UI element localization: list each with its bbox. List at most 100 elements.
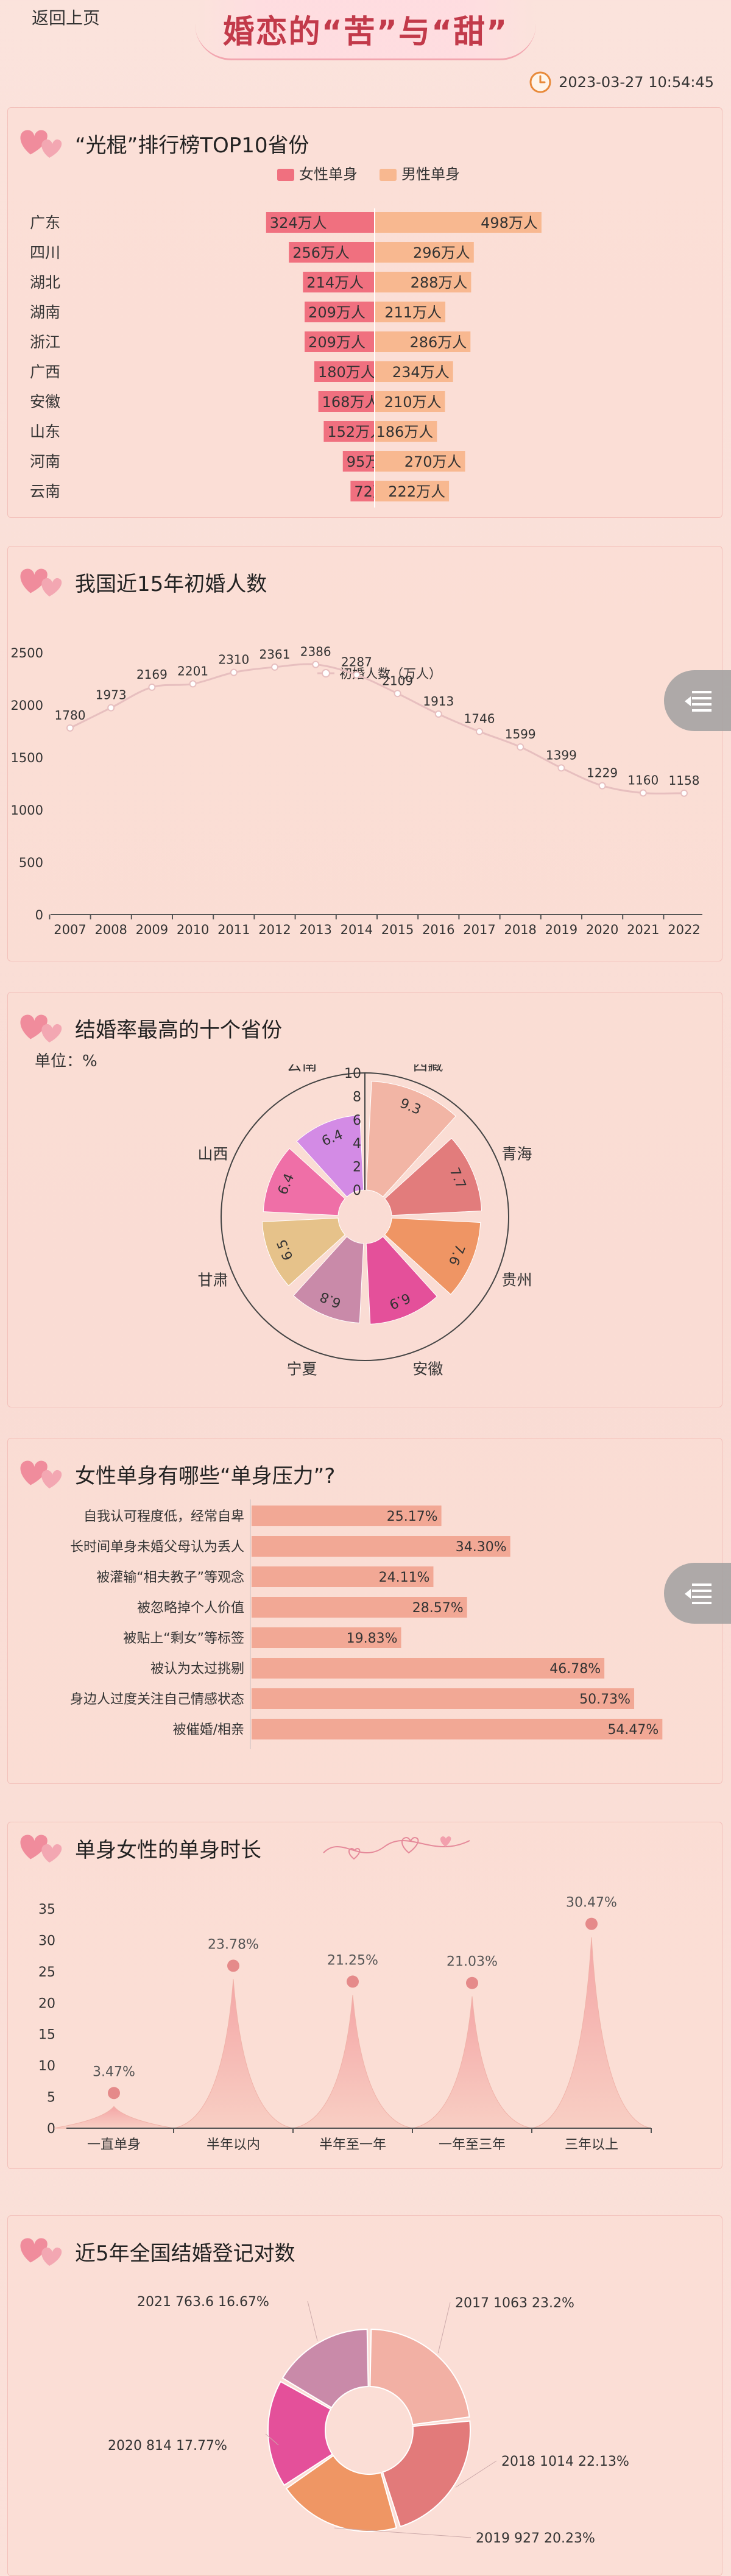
category-label: 湖南	[30, 303, 60, 321]
data-label: 1913	[423, 694, 454, 709]
category-label: 安徽	[412, 1360, 443, 1378]
y-tick-label: 500	[19, 855, 43, 870]
category-label: 甘肃	[198, 1271, 228, 1289]
duration-peak	[292, 1995, 413, 2129]
category-label: 被催婚/相亲	[173, 1722, 244, 1738]
panel-title-row: 女性单身有哪些“单身压力”?	[19, 1456, 335, 1492]
donut-slice	[285, 2455, 398, 2532]
pressure-bar	[252, 1597, 467, 1618]
data-label: 1158	[669, 773, 700, 788]
data-point	[598, 782, 606, 790]
legend-marker	[322, 669, 330, 678]
data-label: 1780	[55, 708, 86, 723]
data-label: 2287	[341, 655, 372, 670]
duration-peak	[531, 1937, 652, 2129]
bar-label: 25.17%	[387, 1509, 438, 1524]
category-label: 云南	[287, 1064, 317, 1074]
category-label: 云南	[30, 483, 60, 500]
bar-female	[342, 451, 375, 472]
bar-male	[375, 212, 542, 233]
y-tick-label: 30	[38, 1933, 55, 1948]
y-tick-label: 2500	[11, 646, 43, 660]
bar-label: 50.73%	[579, 1692, 630, 1707]
bar-female	[350, 481, 375, 501]
data-point	[353, 671, 361, 679]
pressure-bar	[252, 1688, 635, 1709]
category-label: 湖北	[30, 274, 60, 291]
y-tick-label: 5	[47, 2090, 55, 2106]
panel-title-row: 近5年全国结婚登记对数	[19, 2233, 295, 2270]
bar-label-male: 498万人	[481, 214, 538, 232]
data-label: 1973	[96, 688, 127, 702]
y-tick-label: 35	[38, 1902, 55, 1917]
bar-label-male: 234万人	[392, 364, 450, 381]
bar-label: 24.11%	[379, 1570, 430, 1585]
bar-male	[375, 331, 471, 352]
category-label: 河南	[30, 453, 60, 470]
hearts-icon	[20, 1460, 62, 1488]
x-tick-label: 2017	[463, 922, 495, 937]
back-button[interactable]: 返回上页	[32, 8, 101, 28]
slice-label: 2020 814 17.77%	[108, 2438, 227, 2454]
duration-peak	[173, 1979, 294, 2129]
panel-single-pressure: 女性单身有哪些“单身压力”? 自我认可程度低，经常自卑 25.17% 长时间单身未婚…	[7, 1438, 722, 1784]
category-label: 山东	[30, 423, 60, 441]
donut-slice	[369, 2329, 470, 2426]
y-tick-label: 10	[38, 2059, 55, 2074]
bar-label-male: 186万人	[376, 423, 433, 441]
category-label: 被灌输“相夫教子”等观念	[96, 1570, 244, 1585]
bar-female	[305, 331, 375, 352]
x-tick-label: 半年至一年	[319, 2137, 386, 2153]
x-tick-label: 一年至三年	[439, 2137, 506, 2153]
category-label: 自我认可程度低，经常自卑	[83, 1509, 244, 1524]
category-label: 身边人过度关注自己情感状态	[70, 1692, 244, 1707]
list-collapse-icon	[685, 1583, 712, 1604]
peak-marker	[585, 1917, 598, 1930]
data-point	[107, 704, 115, 712]
data-point	[271, 663, 278, 671]
hearts-icon	[20, 130, 62, 158]
bar-male	[375, 272, 471, 292]
data-point	[394, 690, 401, 698]
category-label: 贵州	[501, 1271, 532, 1289]
donut-slice	[281, 2329, 369, 2409]
peak-marker	[108, 2087, 120, 2100]
category-label: 长时间单身未婚父母认为丢人	[70, 1540, 244, 1555]
bar-label: 54.47%	[607, 1722, 659, 1738]
radial-tick-label: 0	[353, 1183, 361, 1198]
bar-label: 28.57%	[412, 1601, 464, 1616]
data-label: 2109	[382, 673, 413, 688]
side-menu-button[interactable]	[664, 1563, 731, 1624]
bar-female	[314, 361, 375, 382]
bar-female	[266, 212, 375, 233]
peak-value-label: 23.78%	[208, 1937, 259, 1952]
bar-label-female: 256万人	[292, 244, 350, 261]
hearts-icon	[20, 568, 62, 596]
list-collapse-icon	[685, 691, 712, 712]
label-leader-line	[334, 2527, 471, 2538]
title-banner-background	[195, 0, 536, 60]
bar-male	[375, 451, 465, 472]
panel-title: 我国近15年初婚人数	[75, 571, 267, 596]
category-label: 四川	[30, 244, 60, 261]
panel-title-row: 单身女性的单身时长	[19, 1830, 261, 1866]
bar-male	[375, 302, 446, 322]
data-label: 2361	[260, 647, 291, 662]
bar-male	[375, 361, 453, 382]
unit-label: 单位：%	[35, 1052, 97, 1070]
bar-label-male: 270万人	[404, 453, 462, 470]
polar-bar	[296, 1114, 364, 1198]
pressure-bar	[252, 1506, 442, 1526]
data-label: 1399	[546, 748, 577, 762]
panel-first-marriage: 我国近15年初婚人数 初婚人数（万人） 0 500 1000 1500 2000 2500 2…	[7, 546, 722, 961]
x-tick-label: 2009	[136, 922, 168, 937]
slice-label: 2019 927 20.23%	[476, 2531, 595, 2546]
panel-title: 近5年全国结婚登记对数	[75, 2241, 295, 2266]
side-menu-button[interactable]	[664, 670, 731, 731]
y-tick-label: 2000	[11, 698, 43, 713]
marriage-registration-donut: 2017 1063 23.2% 2018 1014 22.13% 2019 927 …	[108, 2295, 629, 2546]
radial-tick-label: 6	[353, 1113, 361, 1128]
panel-title: 单身女性的单身时长	[75, 1838, 261, 1863]
bar-female	[289, 242, 375, 263]
